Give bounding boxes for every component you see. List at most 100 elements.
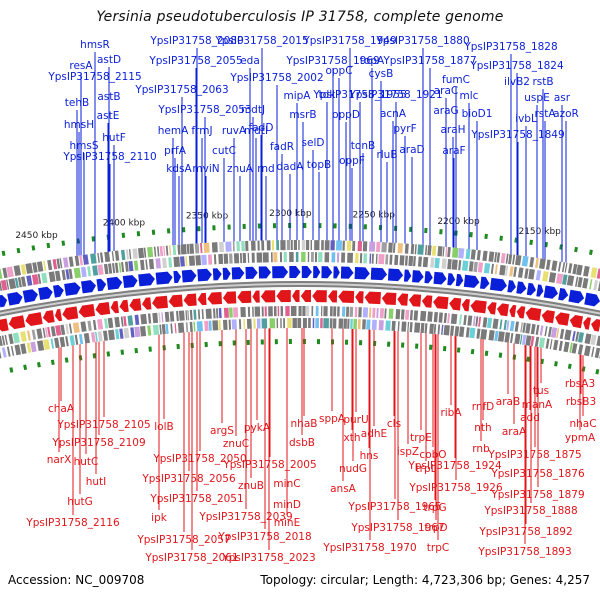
gene-label: oppF	[339, 155, 365, 167]
reverse-feature-band	[10, 345, 15, 356]
reverse-feature-band	[378, 320, 384, 331]
reverse-cog-band	[134, 314, 140, 326]
forward-cog-band	[499, 264, 506, 276]
gene-label: YpsIP31758_2110	[62, 151, 156, 163]
reverse-feature-band	[90, 332, 96, 343]
forward-feature-band	[362, 241, 368, 252]
gene-label: YpsIP31758_2109	[51, 437, 145, 449]
reverse-cog-band	[65, 323, 69, 335]
reverse-cog-band	[535, 324, 540, 335]
forward-feature-band	[293, 240, 298, 251]
gene-label: eda	[240, 55, 260, 67]
forward-gene-arrow	[173, 270, 182, 284]
forward-cog-band	[593, 280, 599, 291]
forward-feature-band	[261, 240, 265, 251]
reverse-feature-band	[152, 324, 160, 336]
reverse-cog-band	[55, 325, 62, 336]
reverse-cog-band	[321, 306, 323, 317]
forward-cog-band	[331, 252, 336, 263]
forward-cog-band	[468, 261, 474, 272]
reverse-cog-band	[550, 327, 558, 338]
forward-feature-band	[310, 240, 313, 251]
gene-label: znuB	[238, 480, 264, 492]
reverse-cog-band	[499, 319, 503, 330]
reverse-feature-band	[353, 318, 358, 330]
forward-cog-band	[188, 255, 196, 266]
reverse-cog-band	[197, 309, 201, 320]
reverse-cog-band	[337, 306, 340, 317]
reverse-gene-arrow	[0, 318, 9, 332]
reverse-cog-band	[409, 310, 414, 321]
reverse-feature-band	[397, 321, 400, 332]
forward-feature-band	[203, 242, 210, 253]
forward-feature-band	[324, 240, 330, 251]
reverse-cog-band	[298, 306, 302, 317]
kbp-tick	[574, 246, 578, 253]
reverse-cog-band	[506, 320, 510, 331]
reverse-cog-band	[358, 307, 362, 318]
gene-leader-lines	[58, 48, 584, 550]
reverse-feature-band	[510, 332, 514, 344]
forward-feature-band	[13, 265, 22, 277]
reverse-cog-band	[80, 321, 87, 332]
reverse-cog-band	[20, 331, 27, 342]
forward-gene-arrow	[463, 274, 480, 288]
reverse-cog-band	[277, 306, 280, 317]
forward-feature-band	[257, 240, 260, 251]
reverse-feature-band	[488, 330, 495, 341]
forward-cog-band	[124, 261, 129, 272]
gene-label: nhaC	[569, 418, 596, 430]
forward-feature-band	[200, 243, 203, 254]
reverse-feature-band	[347, 318, 350, 329]
reverse-feature-band	[287, 318, 292, 329]
reverse-cog-band	[311, 306, 314, 317]
gene-label: dsbB	[289, 437, 315, 449]
forward-feature-band	[500, 252, 506, 264]
reverse-feature-band	[514, 333, 521, 345]
reverse-cog-band	[114, 316, 121, 328]
forward-cog-band	[218, 253, 224, 265]
reverse-feature-band	[119, 328, 124, 339]
reverse-feature-band	[424, 323, 428, 334]
reverse-cog-band	[438, 312, 444, 323]
forward-cog-band	[577, 277, 583, 288]
reverse-cog-band	[185, 310, 188, 321]
reverse-cog-band	[354, 307, 358, 318]
kbp-tick	[498, 352, 503, 358]
forward-feature-band	[494, 252, 498, 263]
gene-label: rbsB3	[566, 396, 596, 408]
reverse-feature-band	[283, 318, 286, 329]
reverse-cog-band	[42, 327, 46, 338]
reverse-cog-band	[514, 321, 520, 332]
forward-feature-band	[505, 253, 509, 264]
forward-gene-arrow	[96, 278, 107, 292]
reverse-cog-band	[509, 320, 515, 332]
reverse-strand-track	[0, 290, 600, 359]
forward-feature-band	[357, 241, 363, 252]
reverse-cog-band	[176, 310, 179, 322]
forward-gene-arrow	[272, 266, 289, 279]
reverse-cog-band	[223, 307, 229, 318]
kbp-tick	[16, 247, 21, 254]
reverse-feature-band	[504, 332, 511, 343]
forward-feature-band	[368, 241, 376, 252]
forward-feature-band	[128, 249, 132, 260]
kbp-tick	[91, 236, 96, 242]
reverse-feature-band	[549, 339, 553, 350]
reverse-cog-band	[158, 312, 161, 323]
kbp-tick	[456, 347, 461, 353]
forward-feature-band	[62, 257, 69, 268]
reverse-cog-band	[233, 307, 239, 318]
forward-feature-band	[564, 262, 568, 273]
forward-cog-band	[336, 252, 340, 263]
reverse-feature-band	[218, 320, 222, 331]
gene-label: hemA	[158, 125, 189, 137]
forward-feature-band	[186, 243, 190, 255]
reverse-feature-band	[43, 339, 51, 350]
forward-cog-band	[314, 252, 318, 263]
forward-feature-band	[232, 241, 235, 252]
reverse-cog-band	[329, 306, 333, 317]
reverse-cog-band	[577, 332, 585, 343]
forward-cog-band	[441, 258, 447, 269]
